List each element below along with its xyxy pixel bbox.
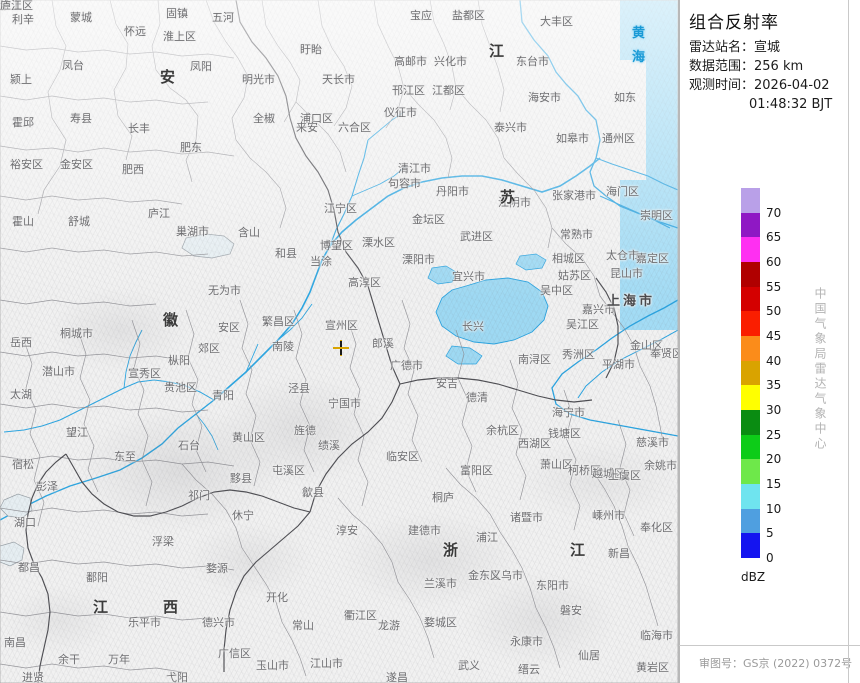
meta-row-time: 观测时间：2026-04-02 01:48:32 BJT <box>689 76 854 114</box>
colorbar-tick: 55 <box>766 280 782 294</box>
colorbar-segment <box>741 261 760 287</box>
colorbar-segment <box>741 459 760 484</box>
meta-value-station: 宣城 <box>754 40 781 55</box>
meta-label-station: 雷达站名： <box>689 40 755 55</box>
colorbar-tick: 65 <box>766 230 782 244</box>
meta-value-time-clock: 01:48:32 BJT <box>749 97 833 112</box>
colorbar-segment <box>741 212 760 238</box>
footer-divider <box>679 645 860 646</box>
colorbar-tick-labels: 70 65 60 55 50 45 40 35 30 25 20 15 10 5 0 <box>766 188 806 568</box>
meta-row-range: 数据范围：256 km <box>689 57 854 76</box>
colorbar-segment <box>741 508 760 534</box>
colorbar-segment <box>741 311 760 336</box>
colorbar-unit-label: dBZ <box>741 570 766 584</box>
colorbar-tick: 10 <box>766 502 782 516</box>
colorbar-tick: 50 <box>766 304 782 318</box>
product-metadata: 雷达站名：宣城 数据范围：256 km 观测时间：2026-04-02 01:4… <box>689 38 854 114</box>
colorbar-segment <box>741 188 760 213</box>
radar-map-panel[interactable]: 黄 海 利辛 蒙城 怀远 固镇 五河 宝应 盐都区 大丰区 淮上区 凤台 凤阳 明光市 天长市 兴化市 东台… <box>0 0 679 683</box>
colorbar-tick: 70 <box>766 206 782 220</box>
colorbar-tick: 5 <box>766 526 774 540</box>
colorbar-tick: 60 <box>766 255 782 269</box>
colorbar-segment <box>741 533 760 558</box>
colorbar-tick: 0 <box>766 551 774 565</box>
panel-right-border <box>848 0 849 683</box>
colorbar-segment <box>741 434 760 460</box>
colorbar-tick: 20 <box>766 452 782 466</box>
colorbar-tick: 45 <box>766 329 782 343</box>
meta-value-time-date: 2026-04-02 <box>754 78 830 93</box>
meta-label-range: 数据范围： <box>689 59 755 74</box>
colorbar-segment <box>741 483 760 509</box>
colorbar-tick: 25 <box>766 428 782 442</box>
panel-divider <box>679 0 680 683</box>
colorbar-segment <box>741 385 760 410</box>
reflectivity-colorbar <box>741 188 760 558</box>
colorbar-tick: 15 <box>766 477 782 491</box>
map-approval-number: 审图号：GS京 (2022) 0372号 <box>699 657 853 670</box>
meta-label-time: 观测时间： <box>689 78 755 93</box>
colorbar-segment <box>741 286 760 312</box>
colorbar-segment <box>741 237 760 262</box>
colorbar-segment <box>741 335 760 361</box>
colorbar-tick: 30 <box>766 403 782 417</box>
colorbar-segment <box>741 409 760 435</box>
meta-value-range: 256 km <box>754 59 804 74</box>
colorbar-tick: 40 <box>766 354 782 368</box>
colorbar-segment <box>741 360 760 386</box>
agency-watermark: 中国气象局雷达气象中心 <box>813 287 827 452</box>
meta-row-station: 雷达站名：宣城 <box>689 38 854 57</box>
radar-site-marker[interactable] <box>333 340 349 356</box>
page-title: 组合反射率 <box>689 13 779 33</box>
info-panel: 组合反射率 雷达站名：宣城 数据范围：256 km 观测时间：2026-04-0… <box>679 0 860 683</box>
colorbar-tick: 35 <box>766 378 782 392</box>
